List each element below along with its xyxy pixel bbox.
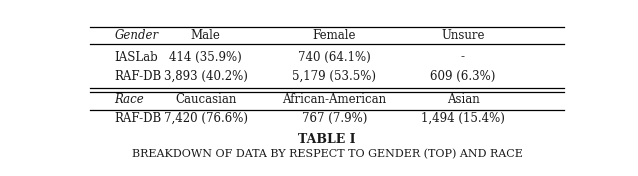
Text: 414 (35.9%): 414 (35.9%)	[170, 51, 242, 64]
Text: Unsure: Unsure	[441, 29, 485, 42]
Text: Asian: Asian	[447, 93, 479, 106]
Text: Female: Female	[313, 29, 356, 42]
Text: 5,179 (53.5%): 5,179 (53.5%)	[292, 70, 376, 83]
Text: 7,420 (76.6%): 7,420 (76.6%)	[164, 112, 248, 125]
Text: African-American: African-American	[283, 93, 387, 106]
Text: Race: Race	[114, 93, 144, 106]
Text: Gender: Gender	[114, 29, 158, 42]
Text: 3,893 (40.2%): 3,893 (40.2%)	[164, 70, 248, 83]
Text: Caucasian: Caucasian	[175, 93, 237, 106]
Text: 740 (64.1%): 740 (64.1%)	[298, 51, 371, 64]
Text: -: -	[461, 51, 465, 64]
Text: RAF-DB: RAF-DB	[114, 112, 161, 125]
Text: 767 (7.9%): 767 (7.9%)	[302, 112, 367, 125]
Text: IASLab: IASLab	[114, 51, 158, 64]
Text: TABLE I: TABLE I	[298, 133, 356, 146]
Text: 609 (6.3%): 609 (6.3%)	[430, 70, 496, 83]
Text: BREAKDOWN OF DATA BY RESPECT TO GENDER (TOP) AND RACE: BREAKDOWN OF DATA BY RESPECT TO GENDER (…	[131, 149, 523, 159]
Text: Male: Male	[191, 29, 221, 42]
Text: 1,494 (15.4%): 1,494 (15.4%)	[421, 112, 505, 125]
Text: RAF-DB: RAF-DB	[114, 70, 161, 83]
